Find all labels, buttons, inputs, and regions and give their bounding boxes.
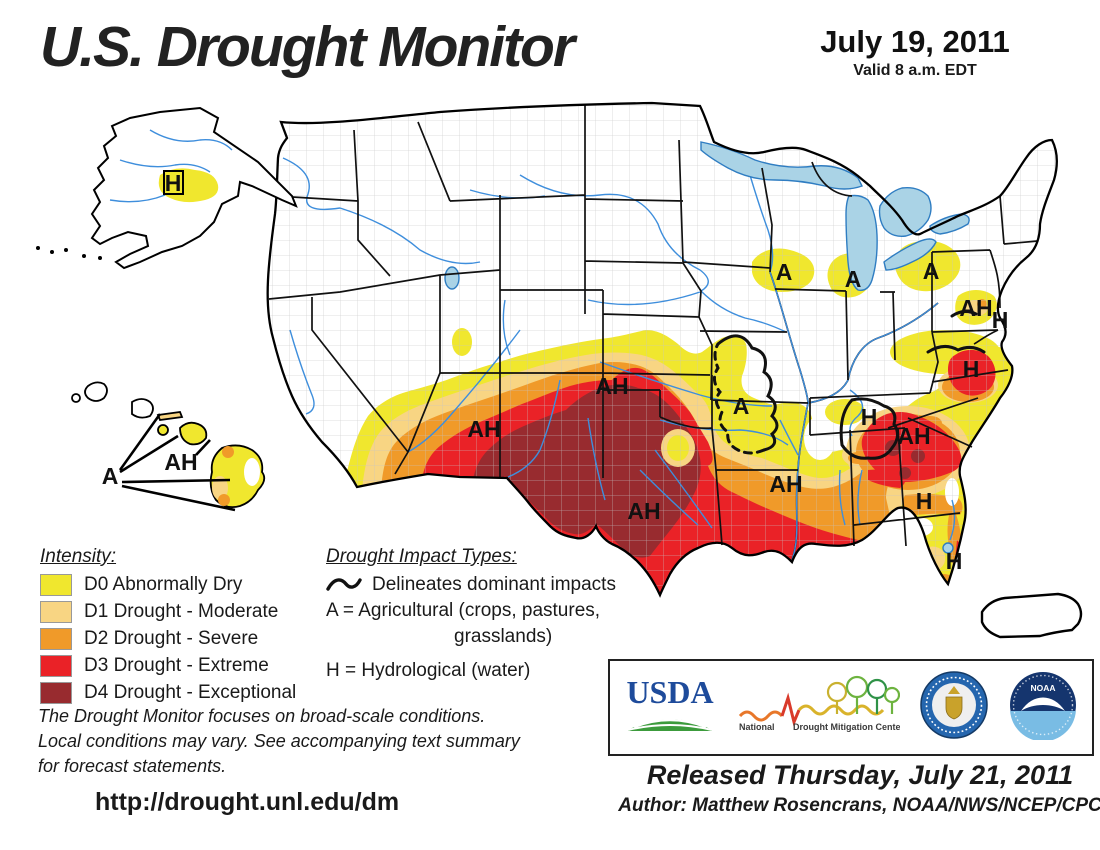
d0-label: D0 Abnormally Dry bbox=[84, 574, 243, 595]
ndmc-logo: National Drought Mitigation Center bbox=[735, 674, 904, 741]
svg-text:H: H bbox=[946, 548, 963, 574]
impact-delineation-lines bbox=[713, 309, 986, 460]
svg-text:H: H bbox=[861, 404, 878, 430]
svg-text:AH: AH bbox=[627, 498, 660, 524]
ndmc-icon: National Drought Mitigation Center bbox=[738, 675, 904, 732]
rivers bbox=[282, 157, 956, 541]
hydrological-line: H = Hydrological (water) bbox=[326, 660, 531, 681]
svg-text:A: A bbox=[733, 393, 750, 419]
delineates-row: Delineates dominant impacts bbox=[326, 574, 626, 596]
disclaimer-line1: The Drought Monitor focuses on broad-sca… bbox=[38, 706, 486, 726]
usda-wordmark: USDA bbox=[626, 674, 714, 710]
d4-swatch bbox=[40, 682, 72, 704]
intensity-heading: Intensity: bbox=[40, 546, 117, 567]
svg-text:A: A bbox=[923, 258, 940, 284]
legend-row-d4: D4 Drought - Exceptional bbox=[40, 682, 320, 704]
noaa-wordmark: NOAA bbox=[1030, 683, 1055, 693]
svg-text:AH: AH bbox=[595, 373, 628, 399]
agricultural-line2: grasslands) bbox=[454, 626, 553, 647]
disclaimer-line2: Local conditions may vary. See accompany… bbox=[38, 731, 520, 751]
doc-seal-logo bbox=[919, 670, 989, 745]
d3-swatch bbox=[40, 655, 72, 677]
svg-text:A: A bbox=[776, 259, 793, 285]
d2-swatch bbox=[40, 628, 72, 650]
d0-swatch bbox=[40, 574, 72, 596]
ndmc-text-right: Drought Mitigation Center bbox=[793, 722, 900, 732]
svg-text:A: A bbox=[102, 463, 119, 489]
usda-field-icon bbox=[627, 718, 713, 731]
release-info: Released Thursday, July 21, 2011 Author:… bbox=[590, 760, 1100, 817]
tilde-icon bbox=[326, 578, 362, 591]
legend-row-d2: D2 Drought - Severe bbox=[40, 628, 320, 650]
logo-box: USDA National Drought Mitigation Cent bbox=[608, 659, 1094, 756]
svg-text:H: H bbox=[963, 356, 980, 382]
legend-row-d3: D3 Drought - Extreme bbox=[40, 655, 320, 677]
state-boundaries bbox=[268, 105, 1039, 547]
svg-text:A: A bbox=[845, 266, 862, 292]
svg-text:AH: AH bbox=[769, 471, 802, 497]
legend-row-d0: D0 Abnormally Dry bbox=[40, 574, 320, 596]
d3-label: D3 Drought - Extreme bbox=[84, 655, 269, 676]
great-lakes bbox=[444, 141, 970, 554]
impact-legend: Drought Impact Types: Delineates dominan… bbox=[326, 546, 626, 686]
intensity-legend: Intensity: D0 Abnormally Dry D1 Drought … bbox=[40, 546, 320, 709]
disclaimer-line3: for forecast statements. bbox=[38, 756, 227, 776]
d1-swatch bbox=[40, 601, 72, 623]
released-date: Released Thursday, July 21, 2011 bbox=[646, 760, 1074, 790]
impact-heading: Drought Impact Types: bbox=[326, 546, 517, 567]
svg-text:H: H bbox=[916, 488, 933, 514]
disclaimer: The Drought Monitor focuses on broad-sca… bbox=[38, 704, 598, 779]
svg-text:AH: AH bbox=[897, 423, 930, 449]
author-credit: Author: Matthew Rosencrans, NOAA/NWS/NCE… bbox=[618, 795, 1100, 816]
svg-text:H: H bbox=[992, 307, 1009, 333]
d2-label: D2 Drought - Severe bbox=[84, 628, 259, 649]
svg-text:AH: AH bbox=[164, 449, 197, 475]
svg-text:AH: AH bbox=[467, 416, 500, 442]
puerto-rico-inset bbox=[980, 592, 1083, 639]
usda-logo: USDA bbox=[624, 674, 716, 737]
map-date: July 19, 2011 bbox=[820, 24, 1010, 59]
agricultural-line: A = Agricultural (crops, pastures, bbox=[326, 600, 601, 621]
date-block: July 19, 2011 Valid 8 a.m. EDT bbox=[790, 24, 1040, 80]
noaa-logo: NOAA bbox=[1008, 670, 1078, 745]
page-title: U.S. Drought Monitor bbox=[40, 15, 575, 79]
svg-text:H: H bbox=[165, 170, 182, 196]
valid-time: Valid 8 a.m. EDT bbox=[853, 62, 977, 79]
noaa-icon: NOAA bbox=[1010, 672, 1076, 742]
impact-labels: H A AH A A A AH H AH A AH AH AH AH H H H… bbox=[102, 170, 1009, 574]
ndmc-text-left: National bbox=[739, 722, 775, 732]
us-outline bbox=[266, 101, 1058, 598]
drought-url: http://drought.unl.edu/dm bbox=[95, 788, 400, 816]
legend-row-d1: D1 Drought - Moderate bbox=[40, 601, 320, 623]
alaska-inset bbox=[36, 106, 298, 270]
commerce-seal-icon bbox=[920, 671, 988, 739]
delineates-label: Delineates dominant impacts bbox=[372, 574, 616, 595]
hawaii-inset bbox=[71, 381, 266, 512]
d1-label: D1 Drought - Moderate bbox=[84, 601, 279, 622]
county-boundaries bbox=[268, 103, 1057, 595]
svg-text:AH: AH bbox=[959, 295, 992, 321]
d4-label: D4 Drought - Exceptional bbox=[84, 682, 297, 703]
